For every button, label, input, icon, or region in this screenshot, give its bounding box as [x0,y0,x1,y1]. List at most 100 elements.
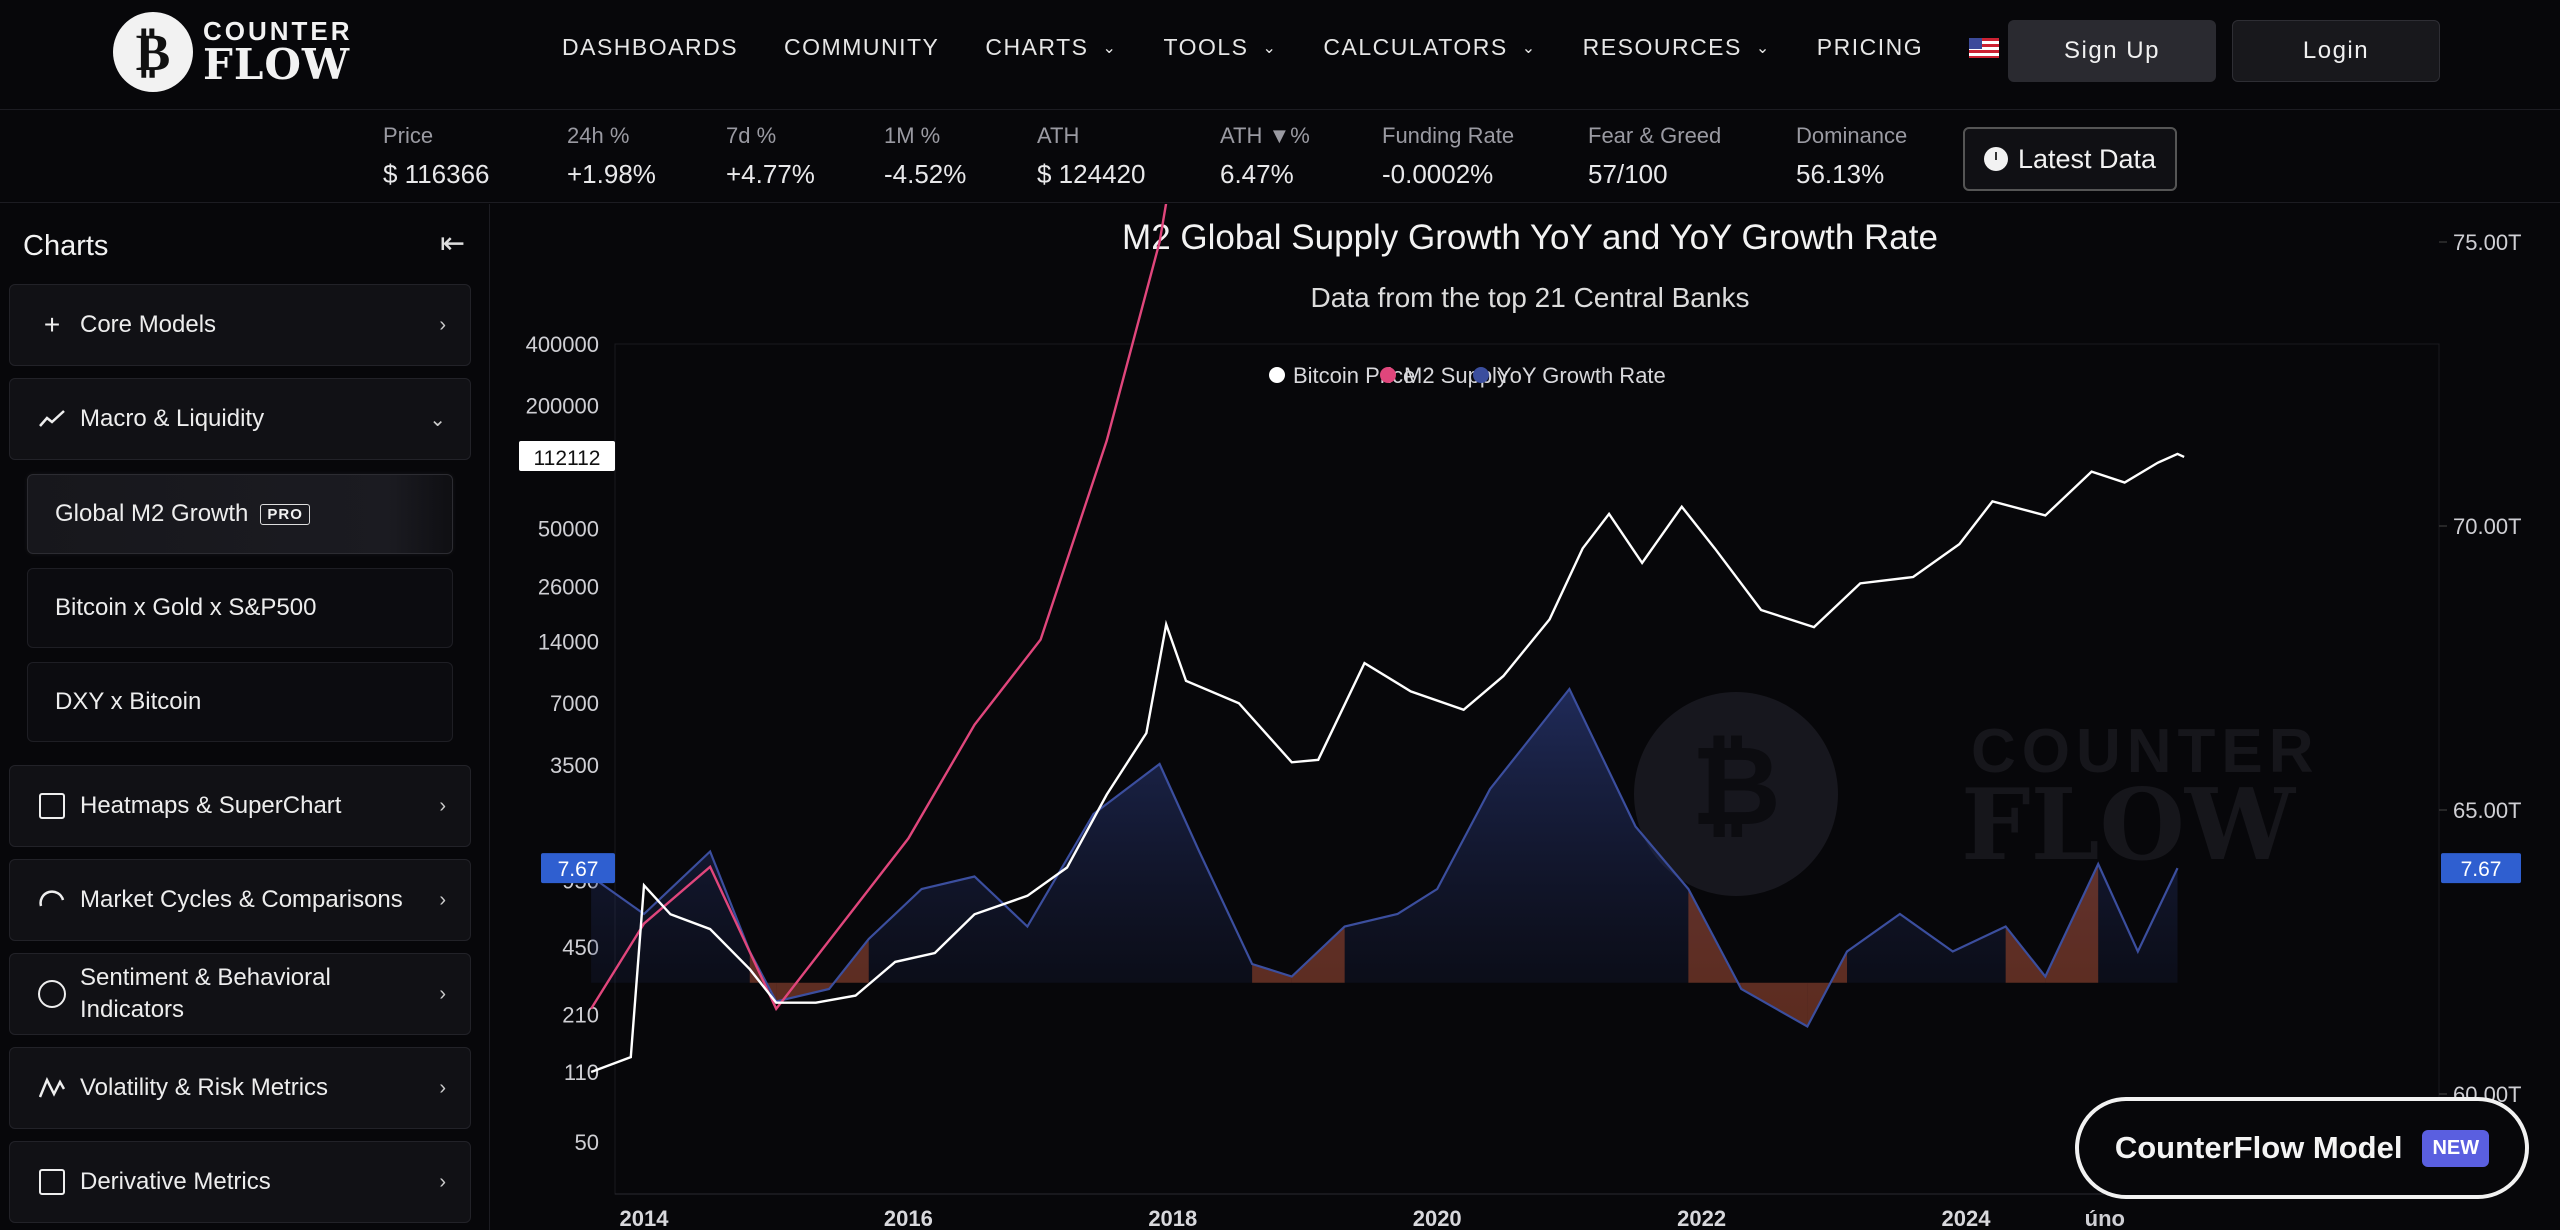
sidebar-title: Charts [23,230,109,262]
x-tick-label: 2020 [1413,1206,1462,1230]
yoy-right-badge [2441,853,2521,884]
chart-panel: M2 Global Supply Growth YoY and YoY Grow… [491,204,2560,1230]
sidebar-section-derivatives[interactable]: Derivative Metrics › [9,1141,471,1223]
sidebar-section-volatility[interactable]: Volatility & Risk Metrics › [9,1047,471,1129]
nav-calculators[interactable]: CALCULATORS ⌄ [1323,34,1536,61]
left-tick-label: 200000 [526,394,599,419]
x-tick-label: 2024 [1942,1206,1992,1230]
right-tick-label: 70.00T [2453,514,2522,539]
yoy-negative-fill [1252,964,1292,983]
sidebar-section-market-cycles[interactable]: Market Cycles & Comparisons › [9,859,471,941]
m2-chart-canvas[interactable]: ₿COUNTERFLOW5011021045095035007000140002… [491,204,2560,1230]
left-tick-label: 3500 [550,753,599,778]
sidebar-item-global-m2-growth[interactable]: Global M2 Growth PRO [27,474,453,554]
clock-icon [1983,147,2008,171]
item-label: DXY x Bitcoin [55,688,202,715]
bitcoin-price-badge-text: 112112 [534,447,601,470]
nav-tools-label: TOOLS [1163,34,1249,60]
m2-supply-line [590,204,1168,1012]
nav-links: DASHBOARDS COMMUNITY CHARTS ⌄ TOOLS ⌄ CALC… [562,34,2074,61]
counterflow-logo[interactable]: ₿ COUNTER FLOW [113,12,353,92]
yoy-growth-line [590,686,2179,1029]
counterflow-model-button[interactable]: CounterFlow Model NEW [2075,1097,2529,1199]
nav-dashboards-label: DASHBOARDS [562,34,739,60]
x-tick-label: úno [2085,1206,2125,1230]
stat-label: Price [383,123,434,148]
legend-item: M2 Supply [1404,363,1508,388]
chevron-right-icon: › [439,1076,446,1099]
section-label: Macro & Liquidity [80,404,265,432]
section-label: Sentiment & Behavioral Indicators [80,963,331,1023]
bitcoin-price-line [590,452,2185,1074]
sidebar-item-bitcoin-gold-sp500[interactable]: Bitcoin x Gold x S&P500 [27,568,453,648]
right-tick-label: 75.00T [2453,230,2522,255]
legend-dot [1473,367,1489,383]
nav-charts[interactable]: CHARTS ⌄ [985,34,1117,61]
yoy-left-badge [541,853,615,884]
stat-label: 1M % [884,123,941,148]
zigzag-icon [38,1077,66,1099]
x-tick-label: 2016 [884,1206,933,1230]
nav-resources[interactable]: RESOURCES ⌄ [1583,34,1771,61]
stat-value: -4.52% [884,159,967,189]
chevron-down-icon: ⌄ [1262,39,1278,57]
stat-ath: ATH $ 124420 [1037,123,1145,190]
top-navbar: ₿ COUNTER FLOW DASHBOARDS COMMUNITY CHAR… [0,0,2560,110]
latest-data-button[interactable]: Latest Data [1963,127,2177,191]
stat-value: +1.98% [567,159,656,189]
nav-pricing[interactable]: PRICING [1817,34,1923,61]
section-label: Core Models [80,310,217,338]
logo-text-bottom: FLOW [203,40,351,89]
stat-funding-rate: Funding Rate -0.0002% [1382,123,1514,190]
nav-dashboards[interactable]: DASHBOARDS [562,34,738,61]
collapse-sidebar-icon[interactable]: ⇤ [440,227,466,260]
yoy-negative-fill [1291,926,1345,983]
sidebar-section-macro-liquidity[interactable]: Macro & Liquidity ⌄ [9,378,471,460]
x-tick-label: 2022 [1677,1206,1726,1230]
yoy-area-fill [591,689,2178,1027]
stat-label: Dominance [1796,123,1908,148]
stat-value: $ 116366 [383,159,490,189]
stat-label: ATH ▼% [1220,123,1310,148]
logo-text-top: COUNTER [203,16,353,46]
chevron-right-icon: › [439,313,446,336]
sidebar-section-heatmaps[interactable]: Heatmaps & SuperChart › [9,765,471,847]
login-button[interactable]: Login [2232,20,2440,82]
yoy-right-badge-text: 7.67 [2461,858,2502,881]
chevron-right-icon: › [439,794,446,817]
right-tick-label: 65.00T [2453,798,2522,823]
stat-24h: 24h % +1.98% [567,123,656,190]
bitcoin-price-badge [519,440,615,471]
nav-tools[interactable]: TOOLS ⌄ [1163,34,1277,61]
stat-value: +4.77% [726,159,815,189]
stat-label: Funding Rate [1382,123,1515,148]
chevron-down-icon: ⌄ [1521,39,1537,57]
nav-community-label: COMMUNITY [784,34,940,60]
watermark-logo-icon [1634,692,1838,896]
stat-ath-drawdown: ATH ▼% 6.47% [1220,123,1310,190]
stat-value: $ 124420 [1037,159,1146,189]
nav-community[interactable]: COMMUNITY [784,34,939,61]
left-tick-label: 26000 [538,575,599,600]
legend-dot [1380,367,1396,383]
market-stats-bar: Price $ 116366 24h % +1.98% 7d % +4.77% 1M … [0,111,2560,203]
nav-resources-label: RESOURCES [1582,34,1742,60]
yoy-negative-fill [1741,982,1808,1027]
sidebar-section-core-models[interactable]: + Core Models › [9,284,471,366]
bitcoin-logo-icon: ₿ [113,12,193,92]
sidebar-item-dxy-bitcoin[interactable]: DXY x Bitcoin [27,662,453,742]
left-tick-label: 400000 [526,332,599,357]
signup-button[interactable]: Sign Up [2008,20,2216,82]
stat-value: 56.13% [1796,159,1885,189]
item-label: Global M2 Growth [55,500,249,527]
nav-charts-label: CHARTS [985,34,1089,60]
stat-value: 57/100 [1588,159,1668,189]
left-tick-label: 50 [575,1130,599,1155]
sidebar-section-sentiment[interactable]: Sentiment & Behavioral Indicators › [9,953,471,1035]
stat-value: 6.47% [1220,159,1294,189]
stat-value: -0.0002% [1382,159,1494,189]
left-tick-label: 14000 [538,630,599,655]
stat-1m: 1M % -4.52% [884,123,966,190]
x-tick-label: 2014 [620,1206,670,1230]
section-label: Volatility & Risk Metrics [80,1073,329,1101]
